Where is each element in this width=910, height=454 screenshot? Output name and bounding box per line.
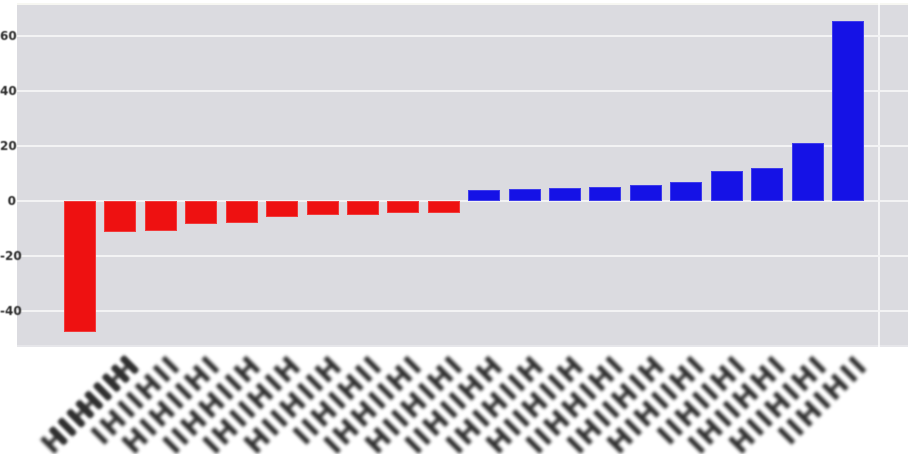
x-tick-label: HIHIIHI <box>0 348 712 454</box>
x-tick-label: HIIHIIH <box>0 348 349 454</box>
x-tick-label-text: HIIHIHI <box>722 348 835 454</box>
negative-bar <box>266 201 298 217</box>
plot-area <box>17 3 908 347</box>
x-tick-label: IIHIHII <box>0 348 874 451</box>
negative-bar <box>104 201 136 232</box>
positive-bar <box>468 190 500 201</box>
x-tick-label-text: HIIHIIH <box>34 348 147 454</box>
x-tick-label-text: IHIHIIH <box>439 348 552 454</box>
x-tick-label: IHIHIIH <box>0 348 551 454</box>
x-tick-label: IIHHIHI <box>0 348 631 454</box>
gridline <box>17 255 908 257</box>
positive-bar <box>792 143 824 201</box>
negative-bar <box>185 201 217 224</box>
positive-bar <box>509 189 541 201</box>
negative-bar <box>307 201 339 215</box>
x-tick-label: IIHIIHI <box>0 348 146 451</box>
x-tick-label: IIHHIIH <box>0 348 268 454</box>
negative-bar <box>226 201 258 223</box>
x-tick-label: HIIHIIH <box>0 348 591 454</box>
x-tick-label: IIHIIHI <box>0 348 753 451</box>
positive-bar <box>751 168 783 201</box>
x-tick-label: HIIHIHI <box>0 348 470 454</box>
positive-bar <box>630 185 662 201</box>
x-tick-label: HIIHIIH <box>0 348 146 454</box>
x-tick-label: HIHIIHI <box>0 348 227 454</box>
negative-bar <box>64 201 96 332</box>
x-tick-label-text: HIHIIHI <box>600 348 713 454</box>
gridline <box>17 35 908 37</box>
x-tick-label-text: HIHIIHI <box>115 348 228 454</box>
gridline <box>17 200 908 202</box>
top-spine <box>17 3 908 5</box>
positive-bar <box>670 182 702 201</box>
x-tick-label-text: IIHIIHI <box>43 348 147 452</box>
y-tick-label: -40 <box>0 304 22 318</box>
bottom-spine <box>17 345 908 347</box>
x-tick-label-text: IIHHIHI <box>519 348 632 454</box>
x-tick-label-text: HIIHIHI <box>358 348 471 454</box>
x-tick-label-text: IHHIIHI <box>317 348 430 454</box>
positive-bar <box>549 188 581 201</box>
right-spine <box>878 3 880 347</box>
negative-bar <box>387 201 419 213</box>
gridline <box>17 310 908 312</box>
x-tick-label-text: IHIIHIH <box>196 348 309 454</box>
y-tick-label: 60 <box>0 29 17 43</box>
positive-bar <box>832 21 864 201</box>
x-tick-label: IHIIHHI <box>0 348 793 454</box>
y-tick-label: 20 <box>0 139 17 153</box>
x-tick-label-text: IIHIIHH <box>398 348 511 454</box>
x-tick-label-text: IIHHIIH <box>156 348 269 454</box>
negative-bar <box>145 201 177 231</box>
x-tick-label-text: IHIIHIH <box>560 348 673 454</box>
positive-bar <box>589 187 621 201</box>
x-tick-label: IHIIHII <box>0 348 187 451</box>
x-tick-label: HIIHIHI <box>0 348 834 454</box>
y-tick-label: 0 <box>7 194 16 208</box>
x-tick-label-text: IHIIHII <box>84 348 188 452</box>
x-tick-label: IIHIHII <box>0 348 389 451</box>
gridline <box>17 145 908 147</box>
y-tick-label: 40 <box>0 84 17 98</box>
x-tick-label-text: HIIHIIH <box>237 348 350 454</box>
x-tick-label-text: IHIIHHI <box>681 348 794 454</box>
x-tick-label: IHIIHIH <box>0 348 308 454</box>
negative-bar <box>347 201 379 215</box>
x-tick-label-text: IIHIIHI <box>650 348 754 452</box>
x-tick-label: IHHIIHI <box>0 348 429 454</box>
y-tick-label: -20 <box>0 249 22 263</box>
gridline <box>17 90 908 92</box>
x-tick-label-text: IIHIHII <box>286 348 390 452</box>
positive-bar <box>711 171 743 201</box>
x-tick-label-text: HIIHIIH <box>479 348 592 454</box>
x-tick-label: IHIIHIH <box>0 348 672 454</box>
x-tick-label-text: IIHIHII <box>771 348 875 452</box>
x-tick-label: IIHIIHH <box>0 348 510 454</box>
negative-bar <box>428 201 460 213</box>
